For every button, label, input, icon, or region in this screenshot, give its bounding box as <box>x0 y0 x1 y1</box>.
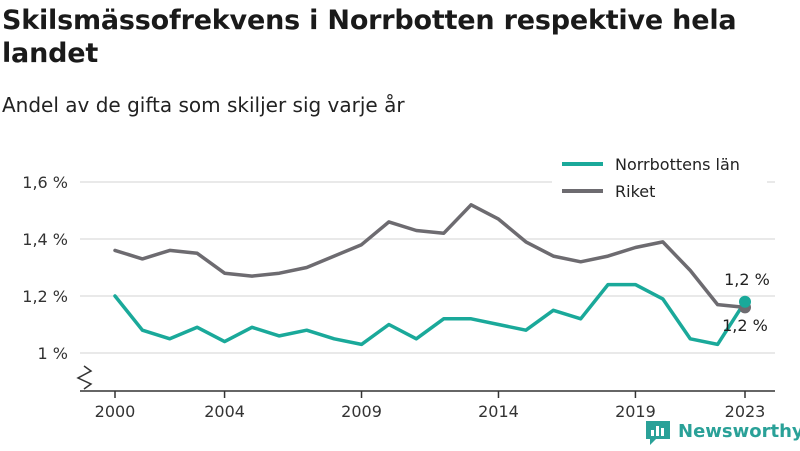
x-tick-label: 2004 <box>204 402 245 421</box>
x-axis: 2000 2004 2009 2014 2019 2023 <box>80 390 775 421</box>
end-label: 1,2 % <box>722 316 768 335</box>
x-tick-label: 2019 <box>615 402 656 421</box>
newsworthy-logo: Newsworthy <box>644 419 800 447</box>
newsworthy-logo-icon <box>646 421 670 445</box>
series-line <box>113 203 747 310</box>
end-labels: 1,2 % 1,2 % <box>722 270 770 335</box>
x-tick-label: 2009 <box>341 402 382 421</box>
legend-label: Norrbottens län <box>615 155 740 174</box>
end-label: 1,2 % <box>724 270 770 289</box>
brand-name: Newsworthy <box>678 421 800 442</box>
x-tick-label: 2000 <box>95 402 136 421</box>
axis-break <box>76 365 93 390</box>
legend-label: Riket <box>615 182 655 201</box>
axis-break-mark <box>76 365 93 390</box>
x-tick-label: 2023 <box>725 402 766 421</box>
chart-subtitle: Andel av de gifta som skiljer sig varje … <box>2 93 405 117</box>
y-axis: 1 % 1,2 % 1,4 % 1,6 % <box>22 173 68 363</box>
y-tick-label: 1,6 % <box>22 173 68 192</box>
legend-box <box>552 150 767 208</box>
y-tick-label: 1,2 % <box>22 287 68 306</box>
series-lines <box>113 203 751 347</box>
chart-title: Skilsmässofrekvens i Norrbotten respekti… <box>2 5 737 69</box>
y-tick-label: 1 % <box>38 344 68 363</box>
y-tick-label: 1,4 % <box>22 230 68 249</box>
x-tick-label: 2014 <box>478 402 519 421</box>
series-line <box>113 282 747 347</box>
series-end-point <box>739 295 751 308</box>
legend: Norrbottens län Riket <box>552 150 767 208</box>
